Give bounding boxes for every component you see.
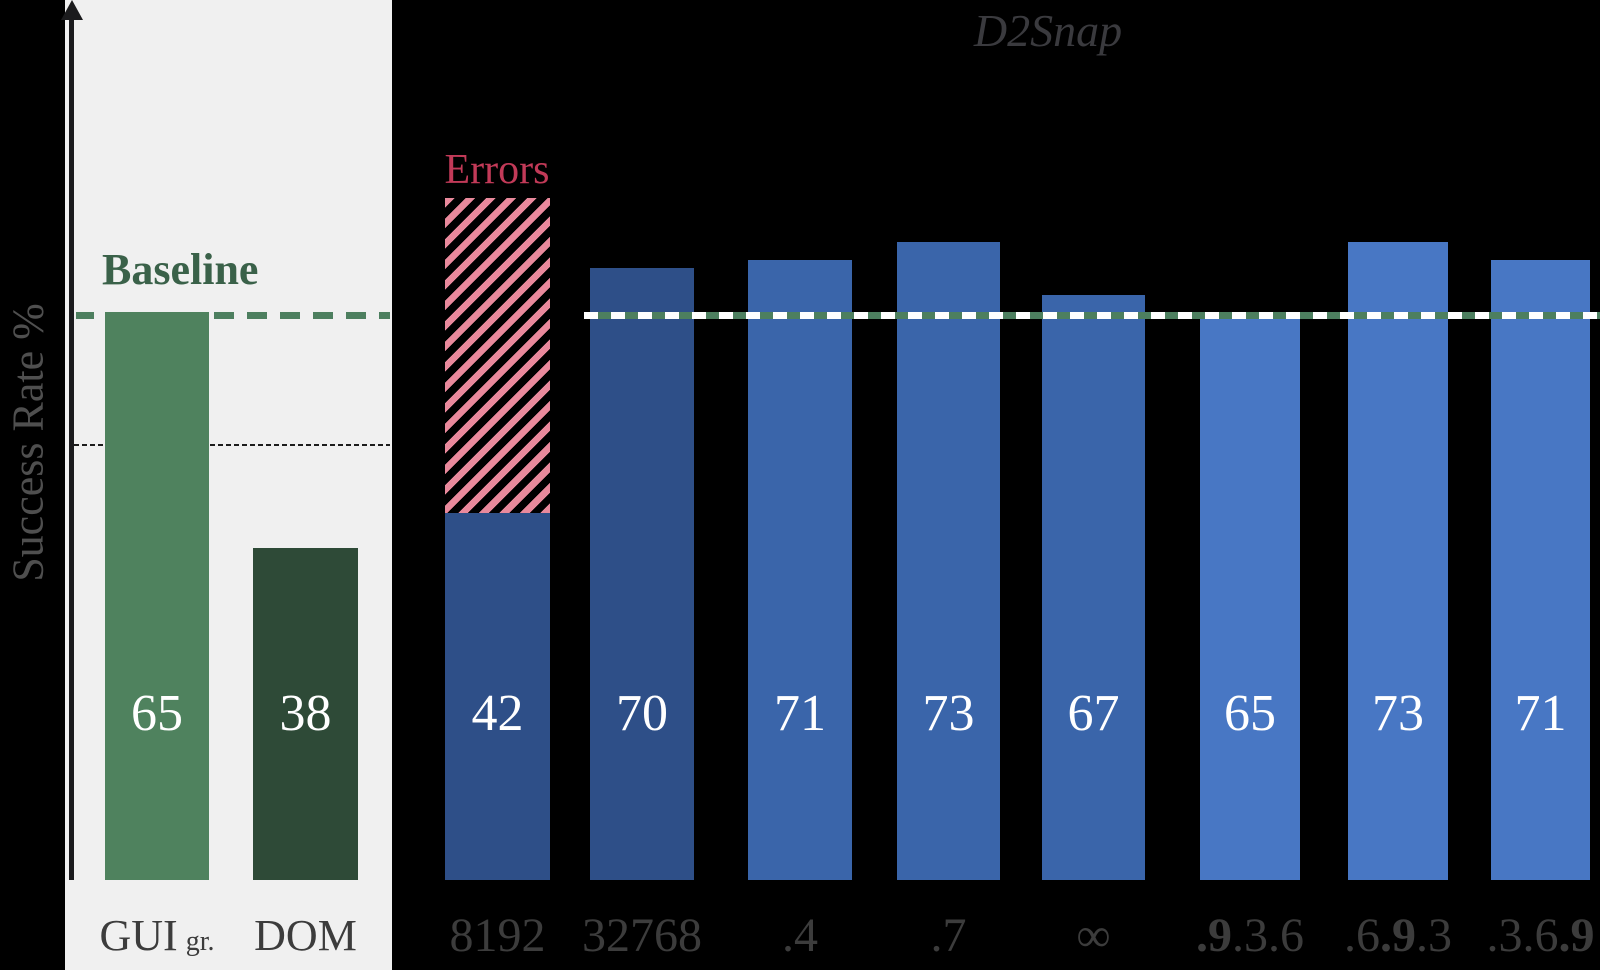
x-tick-part: DOM (254, 911, 357, 960)
y-axis-label: Success Rate % (3, 303, 53, 582)
x-tick-label-0.7: .7 (931, 912, 967, 960)
bar-gui: 65 (105, 312, 209, 880)
bar-inf: 67 (1042, 295, 1145, 880)
errors-hatch (445, 198, 550, 513)
bar-dom: 38 (253, 548, 358, 880)
bar-0.7: 73 (897, 242, 1000, 880)
baseline-dashed-line-right (584, 312, 1600, 319)
x-tick-part: .4 (782, 909, 818, 962)
x-tick-part: .3 (1486, 909, 1523, 962)
x-tick-label-32768: 32768 (582, 912, 702, 960)
x-tick-label-0.4: .4 (782, 912, 818, 960)
baseline-annotation: Baseline (102, 245, 259, 294)
x-tick-part: 8192 (449, 909, 546, 962)
gridline-50 (74, 444, 390, 446)
x-tick-part: .9 (1380, 909, 1416, 962)
bar-value: 42 (471, 685, 524, 742)
x-tick-part: .6 (1522, 909, 1559, 962)
x-tick-label-w-3-6-9: .3.6.9 (1487, 912, 1595, 960)
bar-0.4: 71 (748, 260, 852, 880)
bar-value: 73 (922, 685, 975, 742)
x-tick-label-dom: DOM (254, 914, 357, 958)
x-tick-label-w-9-3-6: .9.3.6 (1196, 912, 1304, 960)
errors-annotation: Errors (444, 147, 550, 193)
bar-w-6-9-3: 73 (1348, 242, 1448, 880)
bar-w-3-6-9: 71 (1491, 260, 1590, 880)
bar-w-9-3-6: 65 (1200, 312, 1300, 880)
x-tick-part: 32768 (582, 909, 702, 962)
x-tick-part: ∞ (1076, 909, 1111, 962)
x-tick-part: .6 (1268, 909, 1304, 962)
bar-value: 73 (1372, 685, 1424, 742)
x-tick-part: gr. (185, 926, 215, 957)
bar-value: 38 (279, 685, 332, 742)
bar-8192: 42 (445, 513, 550, 880)
x-tick-part: .3 (1416, 909, 1452, 962)
x-tick-label-8192: 8192 (450, 912, 546, 960)
x-tick-part: .9 (1196, 909, 1232, 962)
x-tick-part: .3 (1232, 909, 1268, 962)
x-tick-part: .6 (1344, 909, 1380, 962)
x-tick-label-gui: GUI gr. (100, 914, 215, 958)
bar-value: 65 (1224, 685, 1276, 742)
bar-value: 71 (1514, 685, 1567, 742)
baseline-dashed-line-panel (214, 312, 390, 319)
bar-value: 65 (131, 685, 183, 742)
x-tick-label-w-6-9-3: .6.9.3 (1344, 912, 1452, 960)
bar-value: 70 (616, 685, 668, 742)
y-axis-arrow-icon (61, 0, 83, 20)
x-tick-part: .9 (1558, 909, 1595, 962)
x-tick-part: GUI (99, 911, 178, 960)
chart-title: D2Snap (973, 5, 1123, 56)
x-tick-label-inf: ∞ (1076, 912, 1110, 960)
bar-32768: 70 (590, 268, 694, 880)
y-axis (69, 10, 74, 880)
baseline-dashed-line-left (76, 312, 94, 319)
bar-value: 67 (1067, 685, 1120, 742)
x-tick-part: .7 (930, 909, 967, 962)
bar-value: 71 (774, 685, 826, 742)
